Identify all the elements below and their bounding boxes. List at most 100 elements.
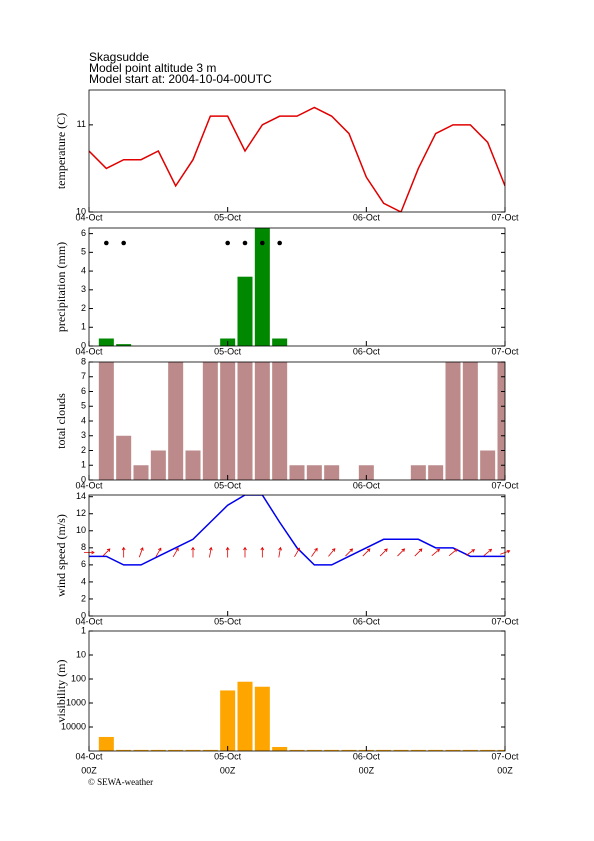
- y-tick-label: 14: [76, 491, 86, 501]
- bar: [445, 749, 461, 751]
- bar: [185, 749, 201, 751]
- x-tick-label: 05-Oct: [214, 346, 242, 356]
- plot-area: [98, 362, 505, 480]
- bar: [116, 344, 132, 346]
- y-tick-label: 7: [81, 371, 86, 381]
- bar: [116, 435, 132, 480]
- bar: [497, 749, 505, 751]
- x-tick-label: 07-Oct: [491, 346, 519, 356]
- precip-symbol: [225, 240, 230, 246]
- bar: [254, 686, 270, 751]
- y-tick-label: 4: [81, 415, 86, 425]
- bar: [98, 736, 114, 751]
- y-tick-label: 2: [81, 445, 86, 455]
- wind-arrow: [102, 548, 111, 557]
- x-tick-label: 06-Oct: [353, 480, 381, 490]
- x-tick-label: 04-Oct: [75, 616, 103, 626]
- bar: [254, 362, 270, 480]
- wind-arrow: [362, 548, 371, 557]
- line: [89, 106, 505, 212]
- x-tick-label: 07-Oct: [491, 616, 519, 626]
- x-tick-sublabel: 00Z: [220, 765, 236, 775]
- wind-arrow: [225, 546, 230, 558]
- y-tick-label: 10: [76, 206, 86, 216]
- x-tick-label: 06-Oct: [353, 751, 381, 761]
- bar: [202, 749, 218, 751]
- y-axis-label: temperature (C): [54, 113, 68, 189]
- plot-area: [89, 495, 505, 566]
- footer: © SEWA-weather: [88, 777, 153, 787]
- wind-arrow: [243, 546, 247, 558]
- bar: [306, 465, 322, 480]
- wind-arrow: [448, 548, 458, 557]
- wind-arrow: [414, 548, 423, 557]
- bar: [116, 749, 132, 751]
- bar: [133, 465, 149, 480]
- x-tick-label: 06-Oct: [353, 346, 381, 356]
- bar: [237, 362, 253, 480]
- bar: [168, 362, 184, 480]
- bar: [376, 749, 392, 751]
- x-tick-label: 05-Oct: [214, 480, 242, 490]
- y-tick-label: 10000: [61, 721, 86, 731]
- bar: [220, 362, 236, 480]
- plot-area: [98, 681, 505, 751]
- bar: [462, 749, 478, 751]
- bar: [428, 749, 444, 751]
- wind-arrow: [328, 548, 336, 557]
- bar: [185, 450, 201, 480]
- bar: [272, 338, 288, 346]
- y-tick-label: 10: [76, 525, 86, 535]
- plot-frame: [88, 494, 506, 617]
- x-tick-label: 05-Oct: [214, 212, 242, 222]
- bar: [150, 450, 166, 480]
- wind-arrow: [191, 546, 195, 558]
- wind-arrow: [260, 546, 265, 558]
- bar: [237, 276, 253, 346]
- y-tick-label: 0: [81, 610, 86, 620]
- x-tick-label: 07-Oct: [491, 212, 519, 222]
- bar: [393, 749, 409, 751]
- plot-area: [98, 228, 288, 346]
- wind-arrow: [431, 548, 441, 557]
- x-tick-label: 04-Oct: [75, 480, 103, 490]
- wind-arrow: [172, 547, 179, 558]
- bar: [445, 362, 461, 480]
- precip-symbol: [260, 240, 265, 246]
- y-tick-label: 3: [81, 284, 86, 294]
- y-tick-label: 1: [81, 322, 86, 332]
- x-tick-label: 05-Oct: [214, 751, 242, 761]
- y-tick-label: 5: [81, 401, 86, 411]
- y-tick-label: 4: [81, 265, 86, 275]
- y-tick-label: 2: [81, 303, 86, 313]
- wind-arrow: [155, 547, 162, 558]
- y-tick-label: 8: [81, 542, 86, 552]
- wind-arrow: [121, 546, 126, 558]
- bar: [324, 749, 340, 751]
- y-tick-label: 8: [81, 356, 86, 366]
- wind-arrow: [138, 547, 144, 558]
- bar: [358, 465, 374, 480]
- wind-arrow: [466, 549, 476, 556]
- wind-arrow: [311, 547, 318, 557]
- bar: [168, 749, 184, 751]
- bar: [341, 749, 357, 751]
- bar: [410, 749, 426, 751]
- y-tick-label: 5: [81, 247, 86, 257]
- y-tick-label: 6: [81, 386, 86, 396]
- bar: [428, 465, 444, 480]
- y-tick-label: 10: [76, 649, 86, 659]
- y-axis-label: total clouds: [54, 393, 68, 449]
- bar: [202, 362, 218, 480]
- plot-frame: [88, 227, 506, 347]
- y-tick-label: 3: [81, 430, 86, 440]
- y-tick-label: 1: [81, 460, 86, 470]
- wind-arrow: [379, 548, 388, 557]
- plot-frame: [88, 89, 506, 213]
- bar: [150, 749, 166, 751]
- x-tick-sublabel: 00Z: [497, 765, 513, 775]
- x-tick-label: 07-Oct: [491, 480, 519, 490]
- line: [89, 495, 505, 566]
- y-tick-label: 100: [71, 673, 86, 683]
- wind-arrow: [208, 546, 213, 558]
